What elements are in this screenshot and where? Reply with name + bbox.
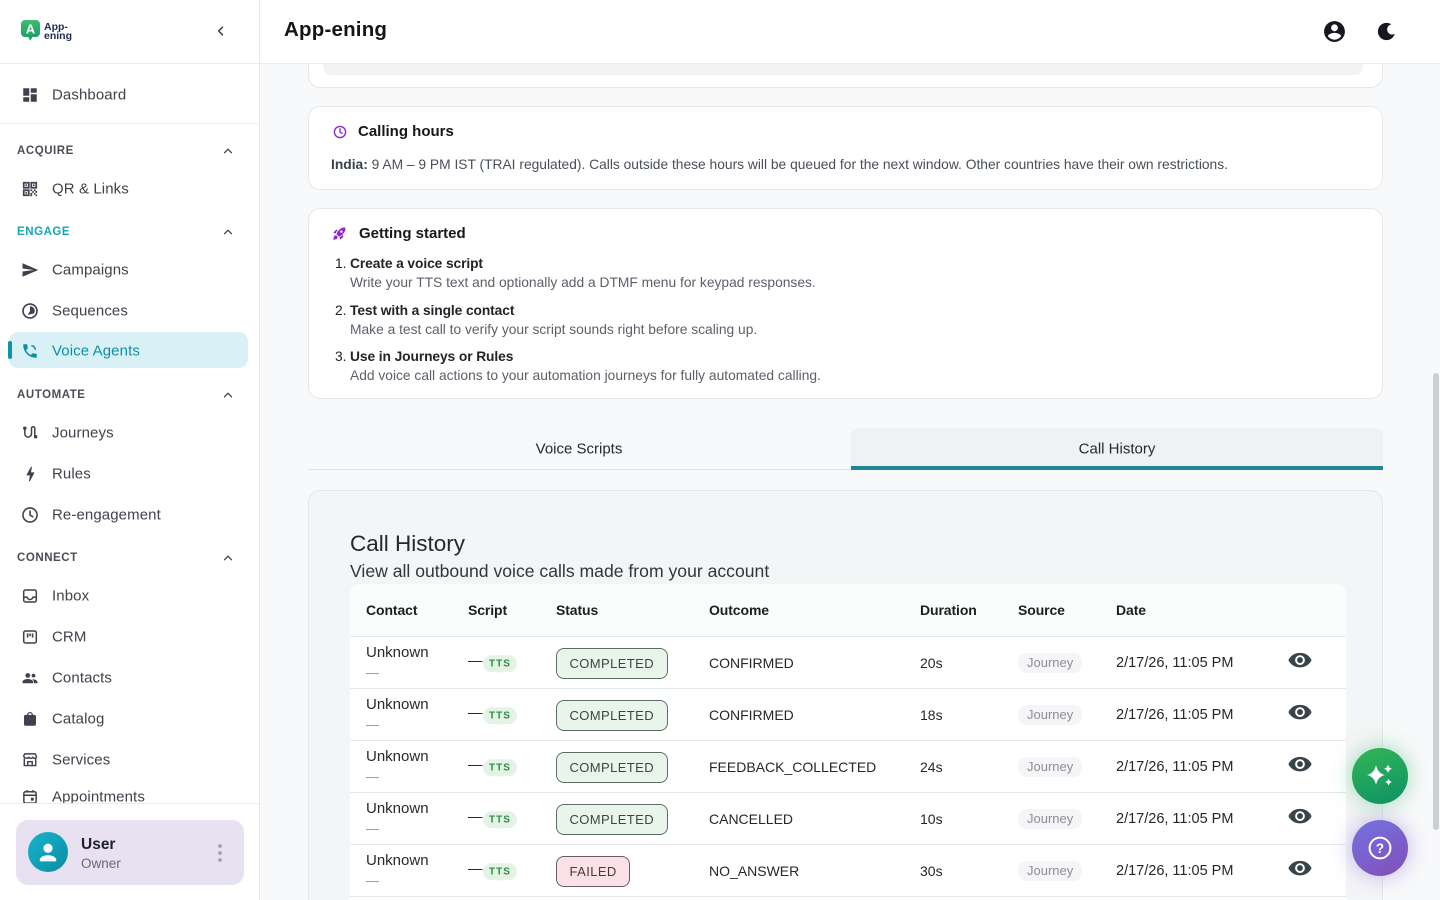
svg-text:?: ? xyxy=(1376,841,1384,856)
svg-text:A: A xyxy=(26,21,36,36)
